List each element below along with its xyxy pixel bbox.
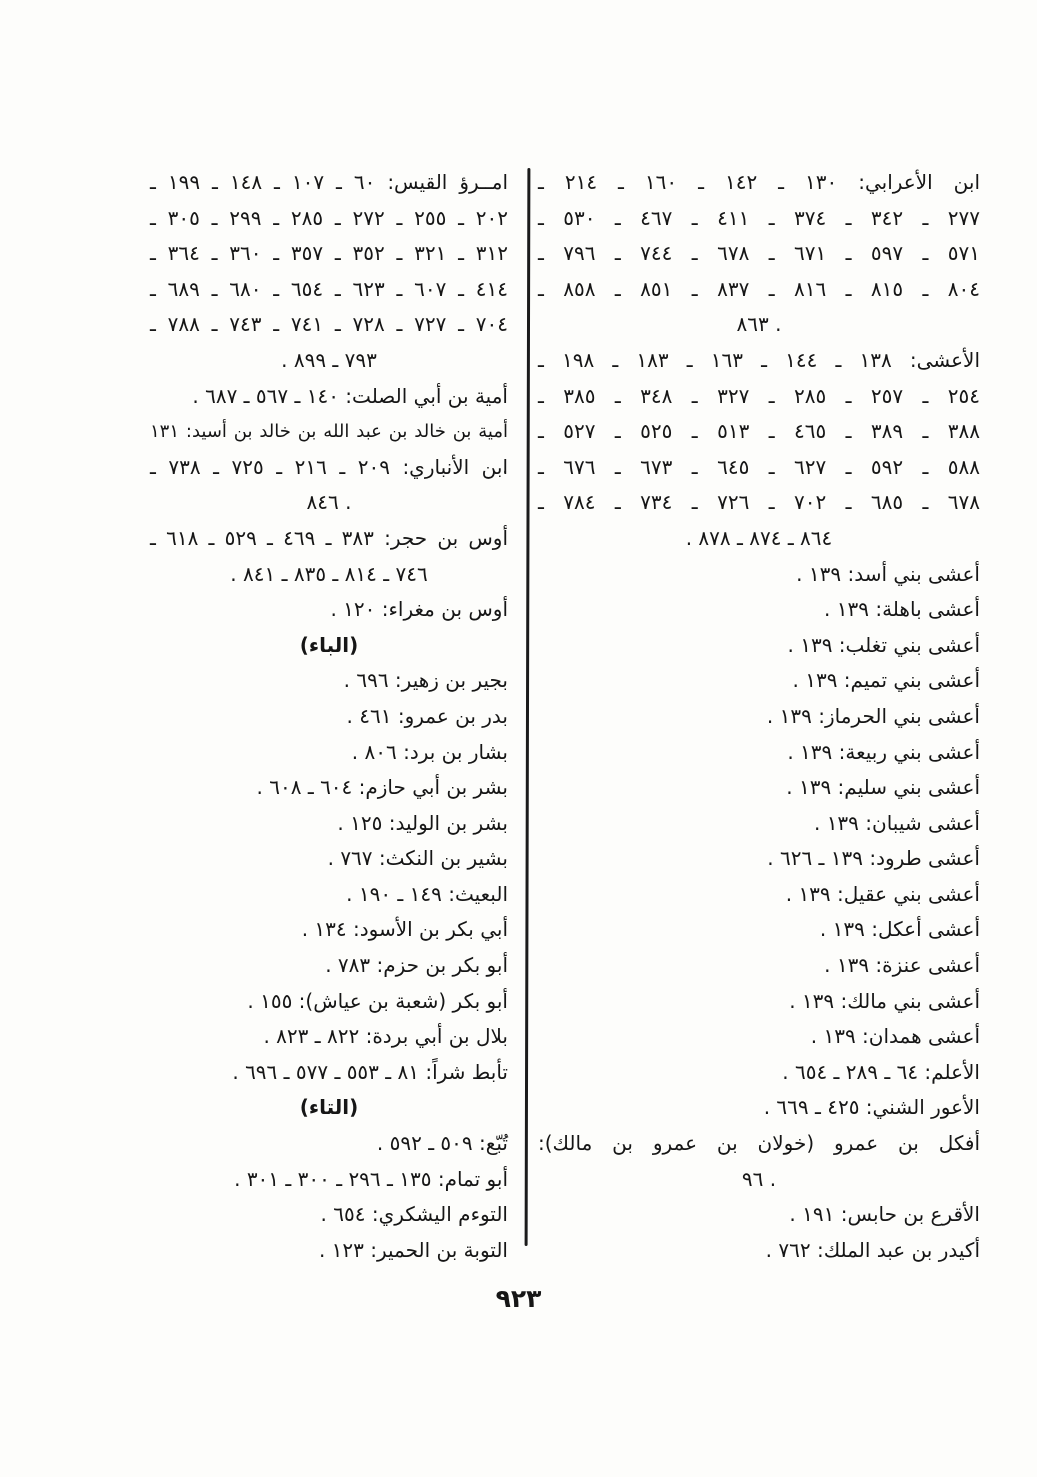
index-entry-line: ٣١٢ ـ ٣٢١ ـ ٣٥٢ ـ ٣٥٧ ـ ٣٦٠ ـ ٣٦٤ ـ (150, 241, 508, 266)
index-entry-line: بجير بن زهير: ٦٩٦ . (343, 668, 508, 693)
index-entry-line: ٨٤٦ . (306, 490, 352, 515)
index-entry-line: الأعلم: ٦٤ ـ ٢٨٩ ـ ٦٥٤ . (782, 1059, 980, 1084)
index-entry-line: أبي بكر بن الأسود: ١٣٤ . (301, 917, 508, 942)
index-entry-line: أمية بن أبي الصلت: ١٤٠ ـ ٥٦٧ ـ ٦٨٧ . (192, 383, 508, 408)
index-entry-line: ٩٦ . (741, 1166, 777, 1191)
index-column-right: ابن الأعرابي: ١٣٠ ـ ١٤٢ ـ ١٦٠ ـ ٢١٤ ـ ٢٧٧… (538, 165, 980, 1268)
index-entry-line: أعشى شيبان: ١٣٩ . (813, 810, 980, 835)
index-entry-line: ٥٨٨ ـ ٥٩٢ ـ ٦٢٧ ـ ٦٤٥ ـ ٦٧٣ ـ ٦٧٦ ـ (538, 454, 981, 479)
index-entry-line: ٧٩٣ ـ ٨٩٩ . (281, 347, 377, 372)
index-entry-line: ٧٤٦ ـ ٨١٤ ـ ٨٣٥ ـ ٨٤١ . (230, 561, 428, 586)
index-entry-line: أبو بكر (شعبة بن عياش): ١٥٥ . (247, 988, 508, 1013)
index-entry-line: أبو بكر بن حزم: ٧٨٣ . (325, 953, 508, 978)
index-entry-line: التوبة بن الحمير: ١٢٣ . (318, 1237, 508, 1262)
index-entry-line: الأعور الشني: ٤٢٥ ـ ٦٦٩ . (763, 1095, 980, 1120)
index-entry-line: تُبّع: ٥٠٩ ـ ٥٩٢ . (376, 1131, 508, 1156)
index-entry-line: بشار بن برد: ٨٠٦ . (351, 739, 508, 764)
index-entry-line: ٨٠٤ ـ ٨١٥ ـ ٨١٦ ـ ٨٣٧ ـ ٨٥١ ـ ٨٥٨ ـ (538, 276, 981, 301)
index-entry-line: أعشى باهلة: ١٣٩ . (824, 597, 980, 622)
index-entry-line: أعشى بني الحرماز: ١٣٩ . (766, 703, 980, 728)
index-entry-line: بدر بن عمرو: ٤٦١ . (346, 703, 508, 728)
index-entry-line: أمية بن خالد بن عبد الله بن خالد بن أسيد… (150, 421, 508, 478)
index-entry-line: أعشى أعكل: ١٣٩ . (819, 917, 980, 942)
page-number: ٩٢٣ (495, 1284, 542, 1313)
index-entry-line: تأبط شراً: ٨١ ـ ٥٥٣ ـ ٥٧٧ ـ ٦٩٦ . (232, 1059, 508, 1084)
index-entry-line: ٨٦٣ . (736, 312, 782, 337)
index-entry-line: بشر بن أبي حازم: ٦٠٤ ـ ٦٠٨ . (256, 775, 508, 800)
index-entry-line: ٨٦٤ ـ ٨٧٤ ـ ٨٧٨ . (685, 525, 833, 550)
index-entry-line: أعشى بني ربيعة: ١٣٩ . (787, 739, 980, 764)
index-entry-line: أوس بن مغراء: ١٢٠ . (330, 597, 508, 622)
index-entry-line: أعشى بني عقيل: ١٣٩ . (785, 881, 980, 906)
index-entry-line: ابن الأعرابي: ١٣٠ ـ ١٤٢ ـ ١٦٠ ـ ٢١٤ ـ (538, 170, 981, 194)
index-entry-line: بلال بن أبي بردة: ٨٢٢ ـ ٨٢٣ . (263, 1024, 508, 1049)
index-entry-line: ٧٠٤ ـ ٧٢٧ ـ ٧٢٨ ـ ٧٤١ ـ ٧٤٣ ـ ٧٨٨ ـ (150, 312, 508, 337)
index-entry-line: التوءم اليشكري: ٦٥٤ . (320, 1202, 508, 1227)
index-entry-line: أعشى همدان: ١٣٩ . (810, 1024, 980, 1049)
index-entry-line: أعشى بني أسد: ١٣٩ . (796, 561, 980, 586)
index-entry-line: أعشى بني سليم: ١٣٩ . (786, 775, 980, 800)
index-entry-line: أبو تمام: ١٣٥ ـ ٢٩٦ ـ ٣٠٠ ـ ٣٠١ . (234, 1166, 508, 1191)
index-entry-line: ٢٥٤ ـ ٢٥٧ ـ ٢٨٥ ـ ٣٢٧ ـ ٣٤٨ ـ ٣٨٥ ـ (538, 383, 981, 408)
index-entry-line: أعشى طرود: ١٣٩ ـ ٦٢٦ . (767, 846, 980, 871)
index-entry-line: ٤١٤ ـ ٦٠٧ ـ ٦٢٣ ـ ٦٥٤ ـ ٦٨٠ ـ ٦٨٩ ـ (150, 276, 508, 301)
index-entry-line: أعشى عنزة: ١٣٩ . (824, 953, 980, 978)
index-entry-line: بشير بن النكث: ٧٦٧ . (327, 846, 508, 871)
index-entry-line: امــرؤ القيس: ٦٠ ـ ١٠٧ ـ ١٤٨ ـ ١٩٩ ـ (150, 170, 508, 194)
index-entry-line: البعيث: ١٤٩ ـ ١٩٠ . (346, 881, 508, 906)
index-entry-line: ٢٠٢ ـ ٢٥٥ ـ ٢٧٢ ـ ٢٨٥ ـ ٢٩٩ ـ ٣٠٥ ـ (150, 205, 508, 230)
index-entry-line: بشر بن الوليد: ١٢٥ . (337, 810, 508, 835)
index-entry-line: ابن الأنباري: ٢٠٩ ـ ٢١٦ ـ ٧٢٥ ـ ٧٣٨ ـ (150, 454, 509, 479)
index-entry-line: ٦٧٨ ـ ٦٨٥ ـ ٧٠٢ ـ ٧٢٦ ـ ٧٣٤ ـ ٧٨٤ ـ (538, 490, 981, 515)
section-heading: (التاء) (299, 1095, 359, 1120)
index-entry-line: أعشى بني مالك: ١٣٩ . (789, 988, 980, 1013)
index-entry-line: أفكل بن عمرو (خولان بن عمرو بن مالك): (538, 1131, 980, 1156)
index-entry-line: أوس بن حجر: ٣٨٣ ـ ٤٦٩ ـ ٥٢٩ ـ ٦١٨ ـ (150, 525, 509, 550)
index-entry-line: الأعشى: ١٣٨ ـ ١٤٤ ـ ١٦٣ ـ ١٨٣ ـ ١٩٨ ـ (538, 347, 981, 372)
index-entry-line: أعشى بني تميم: ١٣٩ . (792, 668, 980, 693)
index-entry-line: ٣٨٨ ـ ٣٨٩ ـ ٤٦٥ ـ ٥١٣ ـ ٥٢٥ ـ ٥٢٧ ـ (538, 419, 981, 444)
index-entry-line: الأقرع بن حابس: ١٩١ . (789, 1202, 980, 1227)
index-entry-line: أكيدر بن عبد الملك: ٧٦٢ . (765, 1237, 980, 1262)
index-entry-line: أعشى بني تغلب: ١٣٩ . (787, 632, 980, 657)
column-divider-rule (524, 167, 531, 1247)
index-entry-line: ٢٧٧ ـ ٣٤٢ ـ ٣٧٤ ـ ٤١١ ـ ٤٦٧ ـ ٥٣٠ ـ (538, 205, 981, 230)
index-column-left: امــرؤ القيس: ٦٠ ـ ١٠٧ ـ ١٤٨ ـ ١٩٩ ـ ٢٠٢ … (150, 165, 508, 1268)
section-heading: (الباء) (299, 632, 359, 657)
index-entry-line: ٥٧١ ـ ٥٩٧ ـ ٦٧١ ـ ٦٧٨ ـ ٧٤٤ ـ ٧٩٦ ـ (538, 241, 981, 266)
